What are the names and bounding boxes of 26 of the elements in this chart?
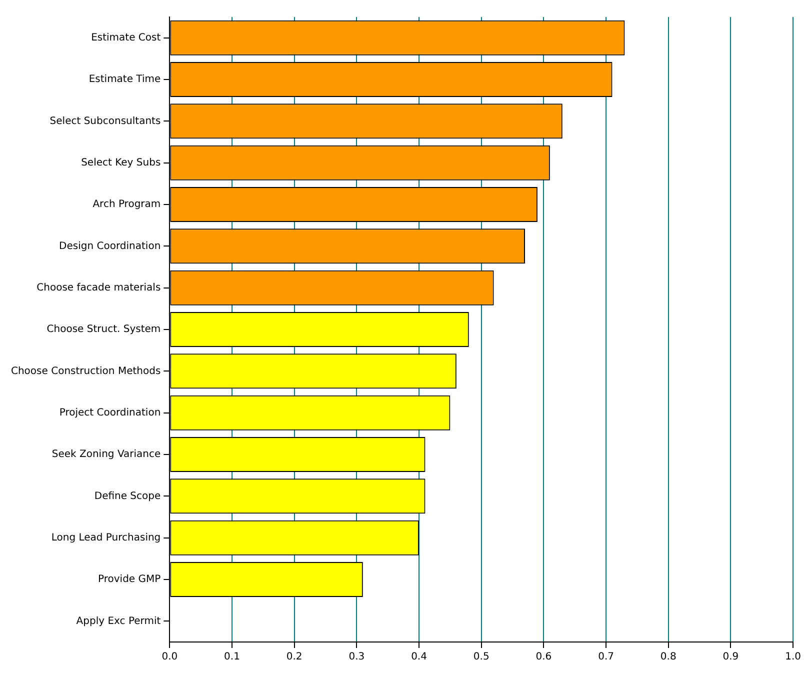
x-tick-label: 0.3 [348, 652, 365, 663]
x-tick-label: 0.7 [598, 652, 614, 663]
y-tick-label: Design Coordination [59, 240, 161, 252]
y-tick-label: Provide GMP [98, 574, 161, 586]
x-tick-label: 1.0 [785, 652, 801, 663]
y-tick-label: Select Key Subs [81, 157, 161, 168]
x-tick-label: 0.9 [722, 652, 739, 663]
x-tick-label: 0.0 [162, 652, 178, 663]
x-tick-label: 0.8 [660, 652, 676, 663]
y-tick-label: Arch Program [92, 199, 161, 210]
y-tick-label: Choose facade materials [36, 282, 161, 294]
y-tick-label: Define Scope [94, 490, 161, 502]
x-tick-label: 0.4 [411, 652, 427, 663]
y-tick-label: Project Coordination [59, 407, 161, 418]
y-tick-label: Apply Exc Permit [76, 616, 161, 627]
y-tick-label: Long Lead Purchasing [51, 532, 161, 544]
y-tick-label: Estimate Time [88, 74, 161, 86]
y-tick-label: Estimate Cost [91, 32, 161, 44]
x-tick-label: 0.5 [473, 652, 490, 663]
y-tick-label: Seek Zoning Variance [52, 449, 161, 460]
y-tick-label: Select Subconsultants [50, 116, 161, 127]
y-tick-label: Choose Struct. System [46, 324, 161, 336]
x-tick-label: 0.6 [536, 652, 552, 663]
x-tick-label: 0.1 [224, 652, 240, 663]
x-tick-label: 0.2 [286, 652, 302, 663]
y-tick-label: Choose Construction Methods [10, 366, 161, 377]
